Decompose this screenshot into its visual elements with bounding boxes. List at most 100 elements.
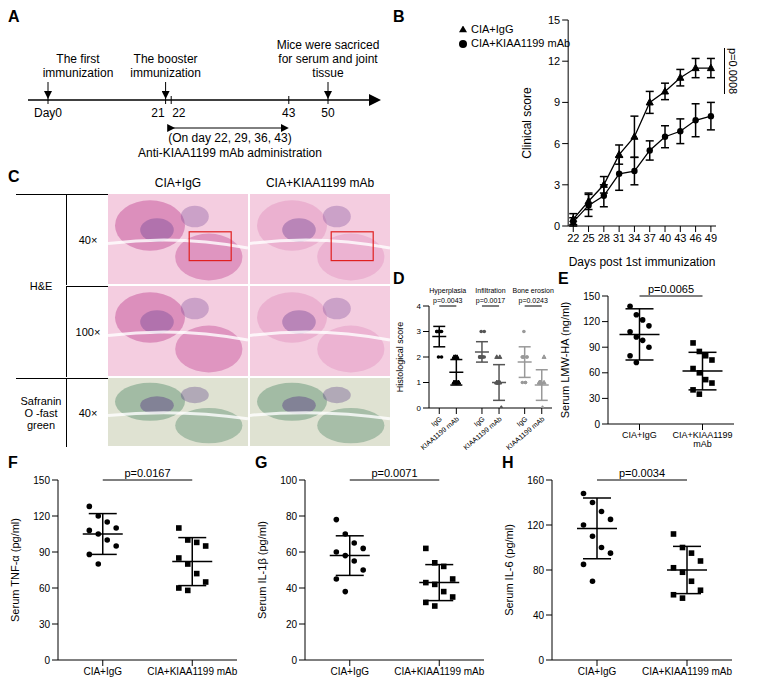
svg-text:Infiltration: Infiltration <box>475 287 505 294</box>
html-text:A: A <box>8 8 20 25</box>
svg-text:22: 22 <box>172 106 186 120</box>
svg-text:2: 2 <box>417 353 422 362</box>
svg-text:15: 15 <box>548 14 560 26</box>
svg-text:CIA+IgG: CIA+IgG <box>83 666 122 677</box>
svg-text:12: 12 <box>548 55 560 67</box>
svg-text:50: 50 <box>321 106 335 120</box>
svg-text:46: 46 <box>689 232 701 244</box>
svg-text:60: 60 <box>39 583 51 594</box>
svg-text:120: 120 <box>33 511 50 522</box>
svg-text:p=0.0034: p=0.0034 <box>619 467 665 479</box>
html-text:40×: 40× <box>78 407 98 419</box>
svg-text:CIA+KIAA1199 mAb: CIA+KIAA1199 mAb <box>642 666 733 677</box>
svg-text:0: 0 <box>44 655 50 666</box>
svg-text:CIA+IgG: CIA+IgG <box>578 666 617 677</box>
svg-text:43: 43 <box>282 106 296 120</box>
html-text:Mice were sacriced for serum a: Mice were sacriced for serum and joint t… <box>276 38 380 80</box>
svg-text:Histological score: Histological score <box>395 322 405 393</box>
svg-text:p=0.0243: p=0.0243 <box>519 297 548 305</box>
svg-text:Serum LMW-HA (ng/ml): Serum LMW-HA (ng/ml) <box>559 302 571 419</box>
svg-text:Anti-KIAA1199 mAb administrati: Anti-KIAA1199 mAb administration <box>138 146 322 160</box>
svg-text:40: 40 <box>286 583 298 594</box>
svg-text:100: 100 <box>280 475 297 486</box>
svg-text:0: 0 <box>291 655 297 666</box>
svg-text:KIAA1199 mAb: KIAA1199 mAb <box>505 415 546 451</box>
svg-text:22: 22 <box>567 232 579 244</box>
svg-text:IgG: IgG <box>515 415 529 428</box>
html-text:p=0.0008: p=0.0008 <box>727 48 739 95</box>
html-text:C: C <box>8 168 20 185</box>
svg-text:IgG: IgG <box>472 415 486 428</box>
svg-text:KIAA1199 mAb: KIAA1199 mAb <box>419 415 460 451</box>
html-text:The first immunization: The first immunization <box>42 52 114 80</box>
svg-text:40: 40 <box>659 232 671 244</box>
svg-text:p=0.0167: p=0.0167 <box>124 467 170 479</box>
svg-text:p=0.0017: p=0.0017 <box>476 297 505 305</box>
svg-text:CIA+KIAA1199 mAb: CIA+KIAA1199 mAb <box>394 666 485 677</box>
svg-text:40: 40 <box>533 610 545 621</box>
svg-text:90: 90 <box>589 342 601 353</box>
svg-text:4: 4 <box>417 302 422 311</box>
svg-text:43: 43 <box>674 232 686 244</box>
svg-text:CIA+IgG: CIA+IgG <box>622 430 657 440</box>
html-text:40×: 40× <box>78 234 98 246</box>
svg-text:Clinical score: Clinical score <box>520 87 534 159</box>
html-text:G: G <box>255 454 268 471</box>
html-text:The booster immunization: The booster immunization <box>130 52 201 80</box>
svg-text:IgG: IgG <box>429 415 444 428</box>
svg-text:p=0.0043: p=0.0043 <box>433 297 462 305</box>
svg-text:90: 90 <box>39 547 51 558</box>
svg-text:9: 9 <box>554 96 560 108</box>
svg-text:34: 34 <box>628 232 640 244</box>
html-text:100×: 100× <box>75 326 101 338</box>
svg-text:0: 0 <box>554 220 560 232</box>
svg-text:6: 6 <box>554 138 560 150</box>
html-text:CIA+KIAA1199 mAb: CIA+KIAA1199 mAb <box>471 37 571 49</box>
svg-text:(On day 22, 29, 36, 43): (On day 22, 29, 36, 43) <box>168 131 291 145</box>
svg-text:60: 60 <box>286 547 298 558</box>
svg-text:0: 0 <box>538 655 544 666</box>
svg-text:37: 37 <box>644 232 656 244</box>
svg-text:30: 30 <box>589 393 601 404</box>
svg-text:60: 60 <box>589 367 601 378</box>
svg-text:25: 25 <box>582 232 594 244</box>
svg-text:p=0.0065: p=0.0065 <box>648 283 694 295</box>
svg-text:80: 80 <box>286 511 298 522</box>
svg-text:Hyperplasia: Hyperplasia <box>429 287 466 295</box>
svg-text:CIA+IgG: CIA+IgG <box>330 666 369 677</box>
svg-text:49: 49 <box>705 232 717 244</box>
svg-text:150: 150 <box>33 475 50 486</box>
svg-text:CIA+KIAA1199 mAb: CIA+KIAA1199 mAb <box>147 666 238 677</box>
svg-text:3: 3 <box>554 179 560 191</box>
html-text:CIA+KIAA1199 mAb: CIA+KIAA1199 mAb <box>265 176 375 190</box>
svg-text:p=0.0071: p=0.0071 <box>371 467 417 479</box>
svg-text:80: 80 <box>533 565 545 576</box>
svg-text:0: 0 <box>417 404 422 413</box>
html-text:CIA+IgG: CIA+IgG <box>154 176 202 190</box>
svg-text:1: 1 <box>417 378 422 387</box>
svg-text:KIAA1199 mAb: KIAA1199 mAb <box>462 415 503 451</box>
svg-text:Day0: Day0 <box>34 106 62 120</box>
svg-text:0: 0 <box>594 419 600 430</box>
svg-text:CIA+KIAA1199mAb: CIA+KIAA1199mAb <box>672 430 732 449</box>
svg-text:31: 31 <box>613 232 625 244</box>
html-text:Safranin O -fast green: Safranin O -fast green <box>20 395 62 431</box>
svg-text:Serum IL-6 (pg/ml): Serum IL-6 (pg/ml) <box>503 524 515 616</box>
html-text:H&E: H&E <box>29 280 53 292</box>
svg-text:160: 160 <box>527 475 544 486</box>
svg-text:28: 28 <box>598 232 610 244</box>
svg-text:21: 21 <box>151 106 165 120</box>
html-text:B: B <box>393 8 405 25</box>
svg-text:Serum IL-1β (pg/ml): Serum IL-1β (pg/ml) <box>256 521 268 619</box>
html-text:CIA+IgG: CIA+IgG <box>471 23 514 35</box>
svg-text:Bone erosion: Bone erosion <box>513 287 554 294</box>
html-text:D: D <box>393 270 405 287</box>
svg-text:3: 3 <box>417 327 422 336</box>
svg-text:20: 20 <box>286 619 298 630</box>
svg-text:150: 150 <box>583 291 600 302</box>
svg-text:120: 120 <box>527 520 544 531</box>
svg-text:120: 120 <box>583 316 600 327</box>
svg-text:Days post 1st immunization: Days post 1st immunization <box>569 255 716 269</box>
svg-text:Serum TNF-α (pg/ml): Serum TNF-α (pg/ml) <box>9 518 21 622</box>
svg-text:30: 30 <box>39 619 51 630</box>
